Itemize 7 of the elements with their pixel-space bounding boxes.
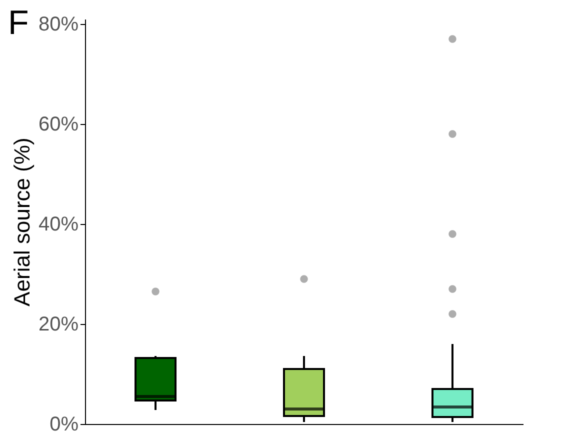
y-tick-label: 80% [38,14,79,36]
text: F [8,4,29,43]
y-tick-label: 0% [50,414,79,436]
y-tick-label: 60% [38,114,79,136]
y-tick-label: 20% [38,314,79,336]
y-tick-label: 40% [38,214,79,236]
y-axis-title: Aerial source (%) [9,138,34,306]
